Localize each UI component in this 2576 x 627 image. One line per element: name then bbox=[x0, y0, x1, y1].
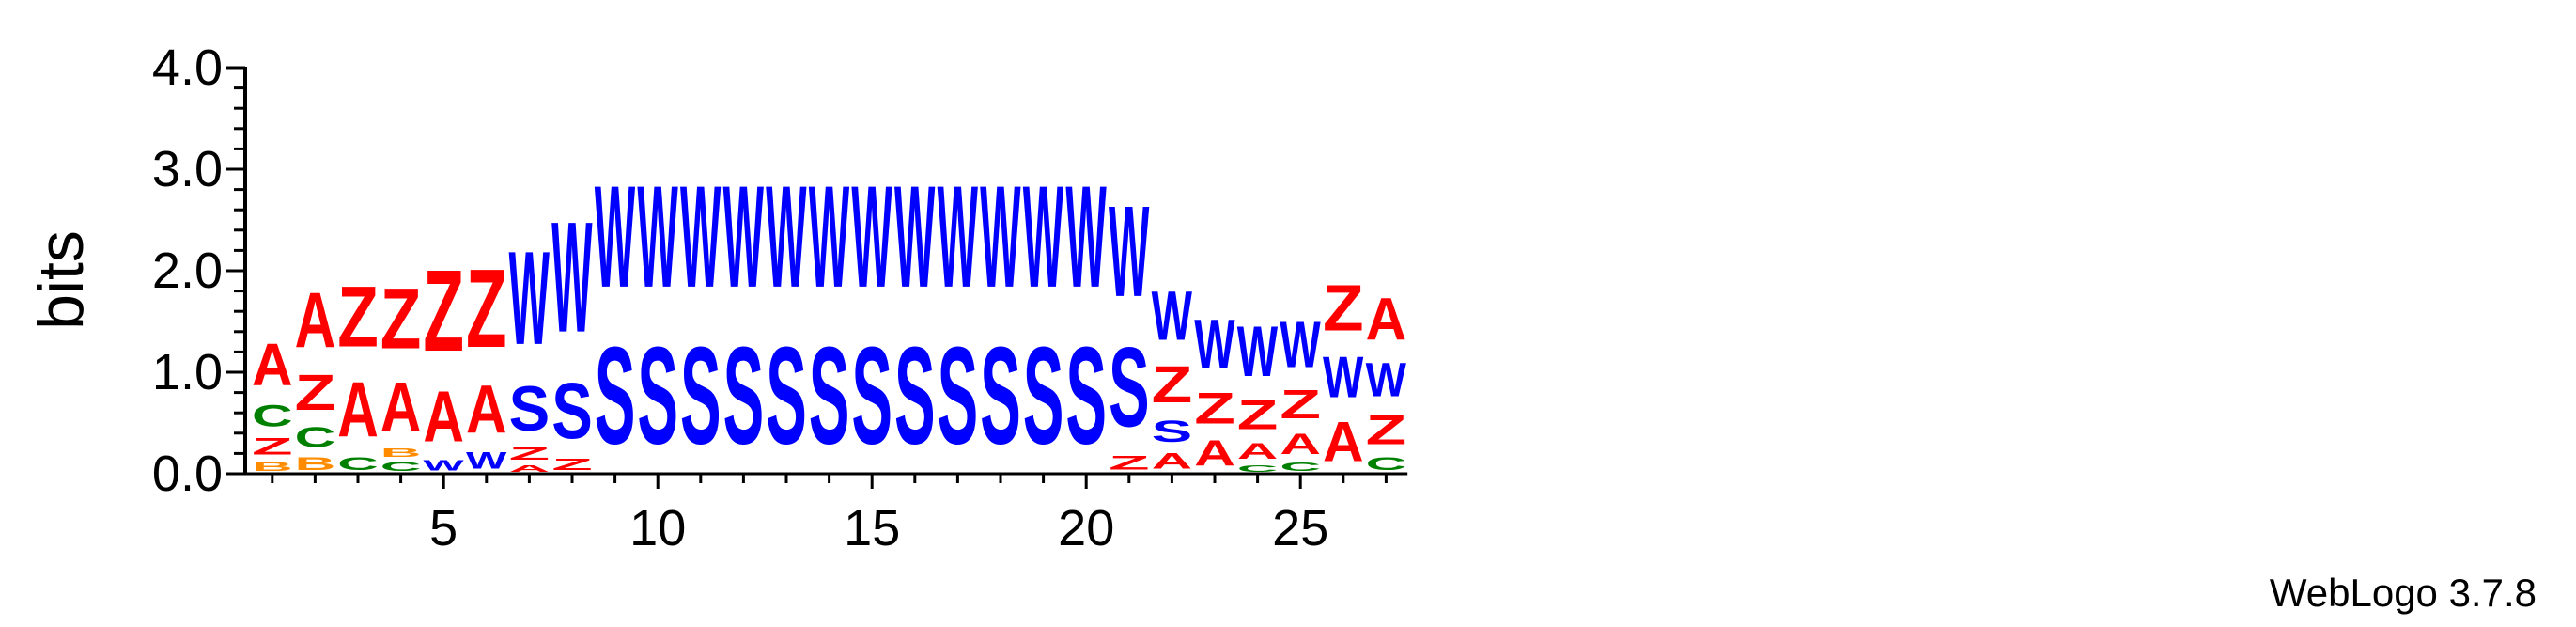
axes: 0.0 1.0 2.0 3.0 4.0 5 10 15 20 25 bbox=[152, 39, 1408, 556]
logo-letter-w-pos-7: W bbox=[509, 225, 551, 372]
logo-letter-s-pos-21: S bbox=[1109, 323, 1150, 451]
logo-letter-s-pos-14: S bbox=[809, 320, 850, 474]
logo-letter-w-pos-9: W bbox=[595, 157, 636, 319]
logo-letter-s-pos-15: S bbox=[851, 320, 892, 474]
logo-letter-s-pos-17: S bbox=[938, 320, 979, 474]
logo-letter-w-pos-17: W bbox=[938, 157, 979, 319]
y-tick-label: 1.0 bbox=[152, 344, 223, 400]
logo-letter-s-pos-13: S bbox=[766, 320, 807, 474]
logo-letter-s-pos-11: S bbox=[680, 320, 722, 474]
logo-letter-a-pos-3: A bbox=[337, 366, 379, 453]
logo-letter-z-pos-24: Z bbox=[1237, 391, 1279, 438]
logo-letter-w-pos-16: W bbox=[894, 157, 936, 319]
logo-letter-s-pos-18: S bbox=[980, 320, 1021, 474]
logo-letter-a-pos-4: A bbox=[380, 368, 422, 447]
y-tick-label: 0.0 bbox=[152, 446, 223, 502]
logo-letter-c-pos-4: C bbox=[380, 460, 422, 474]
logo-letter-s-pos-20: S bbox=[1065, 320, 1107, 474]
x-tick-label: 10 bbox=[629, 500, 686, 556]
logo-letter-w-pos-13: W bbox=[766, 157, 807, 319]
logo-letter-s-pos-16: S bbox=[894, 320, 936, 474]
logo-letter-w-pos-6: W bbox=[466, 447, 506, 474]
logo-letter-w-pos-24: W bbox=[1237, 312, 1279, 392]
logo-letter-a-pos-24: A bbox=[1237, 438, 1279, 463]
y-tick-label: 3.0 bbox=[152, 141, 223, 197]
weblogo-credit: WebLogo 3.7.8 bbox=[2270, 571, 2537, 615]
logo-letter-a-pos-27: A bbox=[1366, 287, 1407, 353]
logo-letter-c-pos-3: C bbox=[337, 454, 379, 475]
logo-letter-s-pos-12: S bbox=[723, 320, 765, 474]
logo-letter-s-pos-7: S bbox=[509, 374, 551, 445]
logo-letter-s-pos-10: S bbox=[637, 320, 678, 474]
logo-letter-z-pos-25: Z bbox=[1280, 382, 1321, 427]
logo-letter-b-pos-1: B bbox=[252, 460, 293, 474]
logo-letter-w-pos-21: W bbox=[1109, 179, 1149, 323]
x-tick-label: 15 bbox=[844, 500, 900, 556]
logo-letter-z-pos-2: Z bbox=[295, 365, 336, 421]
logo-letter-z-pos-1: Z bbox=[252, 433, 293, 460]
logo-letter-z-pos-4: Z bbox=[380, 272, 422, 368]
logo-letter-w-pos-27: W bbox=[1366, 353, 1406, 407]
logo-letter-z-pos-22: Z bbox=[1152, 354, 1193, 414]
logo-letter-c-pos-27: C bbox=[1366, 454, 1407, 475]
logo-letter-a-pos-22: A bbox=[1152, 448, 1193, 474]
logo-letter-z-pos-27: Z bbox=[1366, 406, 1407, 453]
logo-letter-c-pos-1: C bbox=[252, 400, 293, 433]
logo-letter-z-pos-26: Z bbox=[1323, 271, 1364, 344]
logo-letter-w-pos-20: W bbox=[1065, 157, 1107, 319]
logo-letter-z-pos-7: Z bbox=[509, 445, 551, 463]
x-tick-label: 5 bbox=[429, 500, 458, 556]
logo-letter-a-pos-23: A bbox=[1194, 432, 1235, 473]
letter-stacks: BZCABCZACAZCBAZWAZWAZAZSWZSWSWSWSWSWSWSW… bbox=[252, 157, 1406, 475]
logo-letter-a-pos-7: A bbox=[509, 463, 551, 474]
logo-letter-s-pos-8: S bbox=[551, 367, 593, 456]
logo-letter-w-pos-15: W bbox=[851, 157, 892, 319]
logo-letter-w-pos-26: W bbox=[1323, 345, 1364, 410]
logo-letter-s-pos-19: S bbox=[1023, 320, 1064, 474]
x-tick-label: 20 bbox=[1058, 500, 1114, 556]
logo-letter-w-pos-18: W bbox=[980, 157, 1021, 319]
y-tick-label: 2.0 bbox=[152, 243, 223, 299]
logo-letter-a-pos-26: A bbox=[1323, 409, 1364, 473]
logo-letter-z-pos-8: Z bbox=[551, 456, 593, 474]
logo-letter-a-pos-5: A bbox=[423, 376, 464, 458]
logo-letter-a-pos-25: A bbox=[1280, 428, 1321, 462]
logo-letter-z-pos-6: Z bbox=[466, 245, 507, 370]
logo-letter-w-pos-12: W bbox=[723, 157, 765, 319]
logo-letter-w-pos-22: W bbox=[1152, 277, 1193, 355]
logo-letter-w-pos-23: W bbox=[1194, 306, 1235, 384]
logo-letter-s-pos-9: S bbox=[595, 320, 636, 474]
logo-letter-c-pos-25: C bbox=[1280, 461, 1321, 474]
logo-letter-w-pos-25: W bbox=[1280, 309, 1321, 382]
y-tick-label: 4.0 bbox=[152, 39, 223, 96]
logo-letter-a-pos-1: A bbox=[252, 333, 293, 400]
logo-letter-a-pos-6: A bbox=[466, 372, 507, 447]
logo-letter-c-pos-24: C bbox=[1237, 463, 1279, 474]
logo-letter-s-pos-22: S bbox=[1152, 414, 1193, 448]
logo-letter-z-pos-21: Z bbox=[1109, 451, 1150, 474]
logo-letter-a-pos-2: A bbox=[295, 276, 336, 364]
y-axis-label: bits bbox=[25, 230, 97, 330]
logo-letter-w-pos-8: W bbox=[551, 191, 592, 367]
logo-letter-z-pos-5: Z bbox=[423, 247, 464, 376]
logo-letter-w-pos-19: W bbox=[1023, 157, 1064, 319]
logo-letter-b-pos-4: B bbox=[380, 447, 422, 460]
logo-letter-w-pos-11: W bbox=[680, 157, 722, 319]
logo-letter-w-pos-14: W bbox=[809, 157, 850, 319]
logo-letter-w-pos-10: W bbox=[637, 157, 678, 319]
logo-letter-c-pos-2: C bbox=[295, 422, 336, 454]
logo-letter-w-pos-5: W bbox=[423, 458, 464, 474]
logo-letter-z-pos-3: Z bbox=[337, 270, 379, 366]
logo-letter-z-pos-23: Z bbox=[1194, 383, 1235, 432]
logo-letter-b-pos-2: B bbox=[295, 454, 336, 475]
x-tick-label: 25 bbox=[1272, 500, 1328, 556]
